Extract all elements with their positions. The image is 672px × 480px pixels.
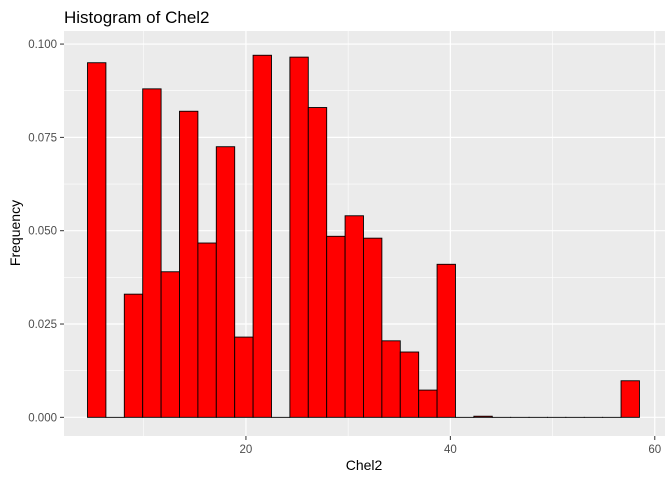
histogram-bar [436,263,456,418]
histogram-bar [289,56,309,418]
histogram-bar [252,54,272,418]
histogram-bar [418,389,438,418]
y-tick-label: 0.000 [28,412,57,424]
histogram-bar [87,62,107,418]
histogram-bar [123,293,144,418]
histogram-bar [620,380,640,418]
histogram-bar [215,146,236,418]
histogram-bar [142,88,162,418]
y-tick-label: 0.050 [28,226,57,238]
histogram-bar [307,107,328,418]
y-tick-label: 0.100 [28,39,57,51]
x-axis-title: Chel2 [346,457,383,473]
histogram-bars [87,54,640,418]
histogram-bar [179,110,199,418]
x-axis-ticks: 20 40 60 [240,436,661,456]
histogram-bar [197,242,217,418]
histogram-bar [399,351,420,418]
histogram-bar [326,235,346,418]
y-axis-ticks: 0.000 0.025 0.050 0.075 0.100 [28,39,64,424]
histogram-bar [381,340,401,418]
histogram-bar [160,271,180,418]
x-tick-label: 20 [240,444,253,456]
x-tick-label: 40 [444,444,457,456]
histogram-bar [363,237,383,418]
y-tick-label: 0.025 [28,319,57,331]
y-tick-label: 0.075 [28,132,57,144]
histogram-bar [234,336,254,418]
y-axis-title: Frequency [7,200,23,266]
x-tick-label: 60 [648,444,661,456]
chart-title: Histogram of Chel2 [64,8,210,27]
histogram-bar [473,415,493,418]
histogram-bar [344,215,364,418]
